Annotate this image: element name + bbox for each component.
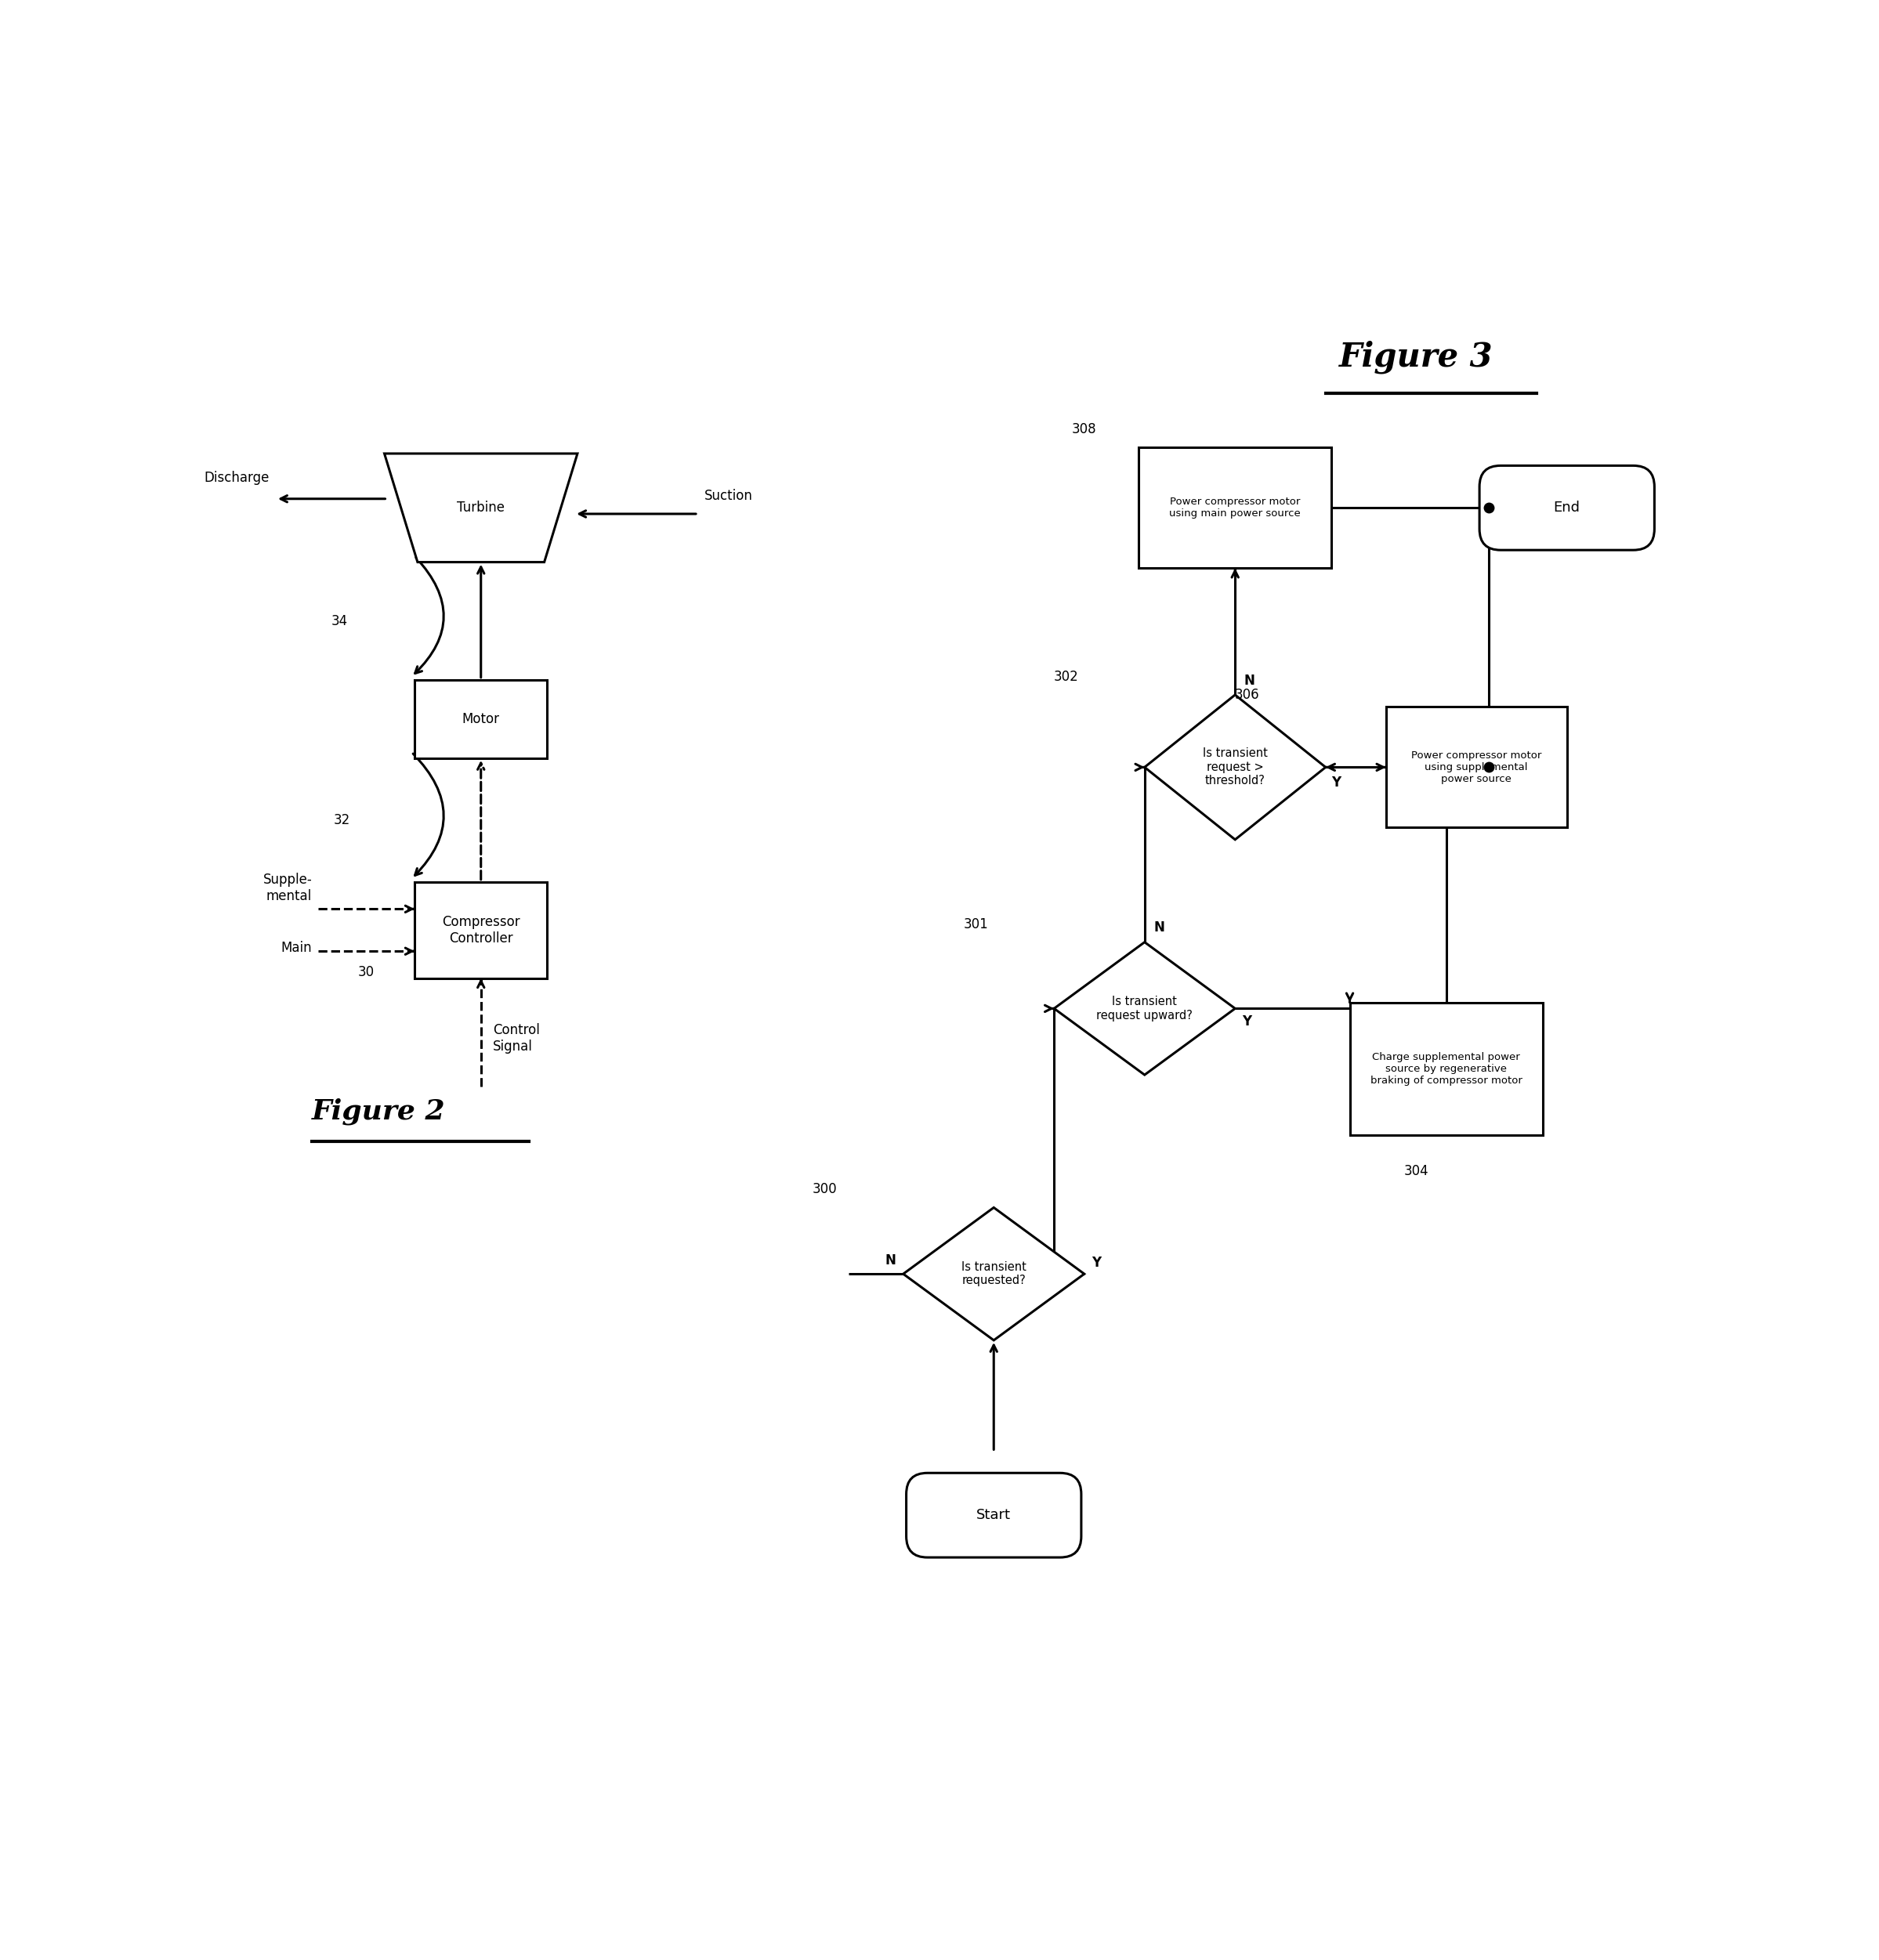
Text: Power compressor motor
using main power source: Power compressor motor using main power … xyxy=(1169,498,1300,519)
Text: 301: 301 xyxy=(964,917,988,931)
Text: Y: Y xyxy=(1332,776,1342,790)
Text: Power compressor motor
using supplemental
power source: Power compressor motor using supplementa… xyxy=(1411,751,1541,784)
Text: N: N xyxy=(1154,921,1165,935)
FancyArrowPatch shape xyxy=(413,755,443,876)
Text: 30: 30 xyxy=(359,964,374,980)
Text: Is transient
request upward?: Is transient request upward? xyxy=(1097,996,1193,1021)
FancyArrowPatch shape xyxy=(415,559,443,674)
Text: Figure 2: Figure 2 xyxy=(312,1098,445,1125)
Text: 306: 306 xyxy=(1235,688,1259,702)
Text: Suction: Suction xyxy=(705,488,753,504)
FancyBboxPatch shape xyxy=(415,680,547,759)
Polygon shape xyxy=(1054,943,1235,1074)
FancyBboxPatch shape xyxy=(906,1474,1080,1558)
Text: 302: 302 xyxy=(1054,670,1079,684)
FancyBboxPatch shape xyxy=(1387,708,1567,827)
Polygon shape xyxy=(904,1207,1084,1341)
FancyBboxPatch shape xyxy=(1349,1002,1543,1135)
Text: Charge supplemental power
source by regenerative
braking of compressor motor: Charge supplemental power source by rege… xyxy=(1370,1053,1522,1086)
Text: 304: 304 xyxy=(1404,1164,1428,1178)
Text: Y: Y xyxy=(1242,1015,1251,1029)
Text: Start: Start xyxy=(977,1507,1011,1523)
Text: 32: 32 xyxy=(334,813,351,827)
Text: Supple-
mental: Supple- mental xyxy=(263,872,312,904)
Text: Motor: Motor xyxy=(462,711,500,725)
Text: N: N xyxy=(1244,674,1255,688)
Text: 300: 300 xyxy=(812,1182,838,1196)
Text: Y: Y xyxy=(1092,1256,1101,1270)
FancyBboxPatch shape xyxy=(1139,447,1332,568)
Text: 34: 34 xyxy=(331,613,348,627)
Polygon shape xyxy=(385,453,577,563)
Text: Main: Main xyxy=(282,941,312,955)
FancyBboxPatch shape xyxy=(415,882,547,978)
FancyBboxPatch shape xyxy=(1479,466,1654,551)
Text: Figure 3: Figure 3 xyxy=(1340,341,1494,374)
Text: Is transient
request >
threshold?: Is transient request > threshold? xyxy=(1203,747,1268,786)
Text: Is transient
requested?: Is transient requested? xyxy=(962,1260,1026,1286)
Text: N: N xyxy=(885,1254,896,1268)
Text: Discharge: Discharge xyxy=(205,470,271,484)
Text: Compressor
Controller: Compressor Controller xyxy=(442,915,520,945)
Text: Control
Signal: Control Signal xyxy=(492,1023,539,1054)
Text: 308: 308 xyxy=(1071,421,1097,437)
Polygon shape xyxy=(1144,696,1325,839)
Text: End: End xyxy=(1554,502,1580,515)
Text: Turbine: Turbine xyxy=(457,502,505,515)
